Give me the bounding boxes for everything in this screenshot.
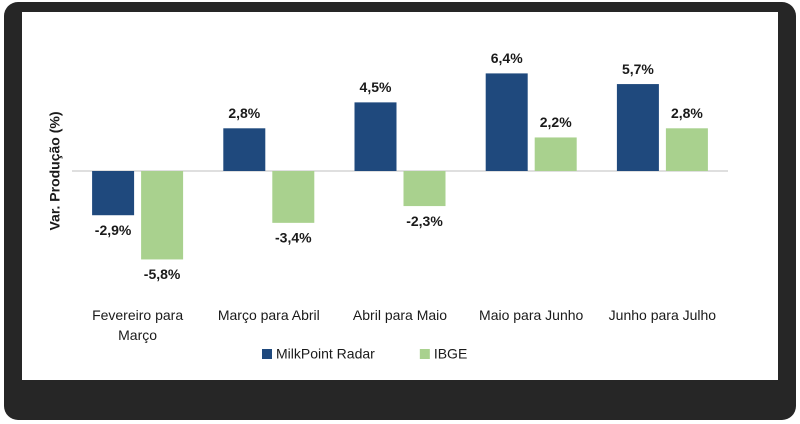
data-label: 6,4%: [491, 50, 523, 66]
data-label: -2,3%: [406, 213, 443, 229]
data-label: 2,8%: [228, 105, 260, 121]
bar: [403, 171, 446, 207]
bar: [534, 137, 577, 171]
y-axis-label: Var. Produção (%): [47, 111, 63, 230]
data-label: 2,2%: [540, 114, 572, 130]
legend-swatch: [262, 349, 272, 359]
x-tick-label: Maio para Junho: [479, 307, 584, 323]
bar: [272, 171, 315, 223]
legend-label: MilkPoint Radar: [276, 346, 375, 362]
x-tick-label: Março para Abril: [217, 307, 320, 323]
data-label: -3,4%: [275, 230, 312, 246]
legend-swatch: [419, 349, 430, 359]
bar: [141, 171, 184, 260]
bar: [665, 128, 708, 171]
data-label: 2,8%: [671, 105, 703, 121]
legend-label: IBGE: [434, 346, 467, 362]
data-label: -2,9%: [95, 222, 132, 238]
x-tick-label: Abril para Maio: [352, 307, 448, 323]
data-label: 5,7%: [622, 61, 654, 77]
bar: [223, 128, 266, 171]
data-label: -5,8%: [144, 266, 181, 282]
data-label: 4,5%: [360, 79, 392, 95]
bar: [485, 73, 528, 171]
x-tick-label: Fevereiro para Março: [92, 307, 184, 343]
x-tick-label: Junho para Julho: [608, 307, 717, 323]
bar: [92, 171, 135, 216]
bar: [354, 102, 397, 171]
bar: [616, 84, 659, 171]
